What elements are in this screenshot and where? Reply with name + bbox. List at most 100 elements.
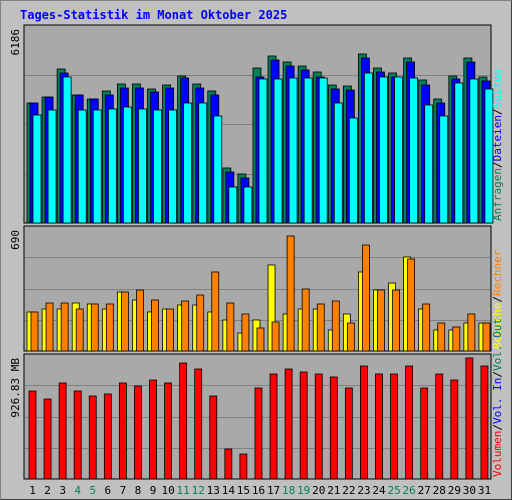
bar-seiten-day-20 bbox=[318, 77, 328, 224]
x-tick-label-day-31: 31 bbox=[478, 484, 491, 497]
bar-rechner-day-29 bbox=[452, 326, 461, 352]
bar-volumen-day-14 bbox=[224, 448, 233, 480]
bar-volumen-day-9 bbox=[149, 379, 157, 480]
bar-rechner-day-12 bbox=[196, 294, 205, 352]
bar-seiten-day-29 bbox=[454, 82, 464, 224]
x-tick-label-day-11: 11 bbox=[177, 484, 190, 497]
x-tick-label-day-15: 15 bbox=[237, 484, 250, 497]
x-tick-label-day-4: 4 bbox=[74, 484, 81, 497]
bar-rechner-day-13 bbox=[211, 271, 220, 352]
x-tick-label-day-29: 29 bbox=[448, 484, 461, 497]
x-tick-label-day-24: 24 bbox=[372, 484, 386, 497]
x-tick-label-day-28: 28 bbox=[433, 484, 446, 497]
bar-seiten-day-28 bbox=[439, 115, 449, 224]
bar-volumen-day-23 bbox=[360, 365, 368, 480]
x-tick-label-day-14: 14 bbox=[222, 484, 236, 497]
bar-rechner-day-3 bbox=[60, 302, 69, 352]
x-tick-label-day-23: 23 bbox=[357, 484, 370, 497]
bar-seiten-day-30 bbox=[469, 78, 479, 224]
bar-volumen-day-17 bbox=[269, 373, 278, 480]
bar-rechner-day-2 bbox=[45, 302, 54, 352]
bar-seiten-day-2 bbox=[47, 109, 57, 224]
bar-rechner-day-31 bbox=[482, 322, 491, 352]
legend-entry: Besuche bbox=[491, 303, 504, 349]
legend-text: Besuche/Rechner bbox=[491, 249, 504, 349]
bar-volumen-day-8 bbox=[134, 385, 142, 480]
bar-seiten-day-5 bbox=[92, 109, 102, 224]
bar-rechner-day-6 bbox=[105, 303, 114, 352]
bar-volumen-day-7 bbox=[118, 382, 127, 480]
bar-seiten-day-10 bbox=[168, 109, 177, 224]
legend-entry: Seiten bbox=[491, 69, 504, 109]
x-tick-label-day-9: 9 bbox=[150, 484, 157, 497]
bar-rechner-day-8 bbox=[136, 289, 144, 352]
x-tick-label-day-1: 1 bbox=[29, 484, 36, 497]
bar-volumen-day-24 bbox=[375, 373, 383, 480]
bar-volumen-day-26 bbox=[405, 365, 414, 480]
bar-rechner-day-20 bbox=[316, 303, 325, 352]
bar-volumen-day-20 bbox=[314, 373, 323, 480]
bar-rechner-day-27 bbox=[422, 303, 431, 352]
bar-seiten-day-7 bbox=[122, 106, 132, 224]
bar-seiten-day-31 bbox=[484, 88, 494, 224]
bar-seiten-day-14 bbox=[228, 186, 238, 224]
legend-entry: / bbox=[491, 424, 504, 431]
bar-seiten-day-4 bbox=[77, 109, 87, 224]
bar-volumen-day-3 bbox=[58, 382, 67, 480]
bar-volumen-day-4 bbox=[73, 390, 82, 480]
bar-seiten-day-9 bbox=[153, 109, 162, 224]
bar-volumen-day-10 bbox=[164, 382, 172, 480]
legend-entry: Anfragen bbox=[491, 168, 504, 221]
bar-seiten-day-26 bbox=[409, 77, 419, 224]
bar-volumen-day-31 bbox=[480, 365, 489, 480]
bar-rechner-day-15 bbox=[241, 313, 250, 352]
bar-rechner-day-9 bbox=[151, 299, 159, 352]
bar-rechner-day-5 bbox=[90, 303, 99, 352]
bar-volumen-day-25 bbox=[390, 373, 398, 480]
y-axis-max-label: 690 bbox=[9, 230, 22, 250]
bar-volumen-day-13 bbox=[209, 395, 218, 480]
x-tick-label-day-13: 13 bbox=[207, 484, 220, 497]
legend-entry: / bbox=[491, 296, 504, 303]
page-title: Tages-Statistik im Monat Oktober 2025 bbox=[20, 8, 288, 22]
x-tick-label-day-30: 30 bbox=[463, 484, 476, 497]
bar-volumen-day-28 bbox=[435, 373, 444, 480]
bar-seiten-day-24 bbox=[379, 76, 388, 224]
x-tick-label-day-26: 26 bbox=[403, 484, 416, 497]
bar-seiten-day-11 bbox=[183, 102, 193, 224]
bar-rechner-day-25 bbox=[392, 289, 400, 352]
x-tick-label-day-3: 3 bbox=[59, 484, 66, 497]
bar-rechner-day-19 bbox=[301, 288, 310, 352]
bar-volumen-day-18 bbox=[284, 368, 293, 480]
bar-volumen-day-30 bbox=[465, 357, 474, 480]
bar-volumen-day-29 bbox=[450, 379, 459, 480]
bar-rechner-day-22 bbox=[346, 322, 355, 352]
x-tick-label-day-7: 7 bbox=[120, 484, 127, 497]
bar-rechner-day-1 bbox=[30, 311, 39, 352]
y-axis-max-label: 6186 bbox=[9, 29, 22, 56]
x-tick-label-day-25: 25 bbox=[387, 484, 400, 497]
bar-volumen-day-22 bbox=[344, 387, 353, 480]
legend-entry: Vol. Out bbox=[491, 318, 504, 371]
bar-rechner-day-10 bbox=[166, 308, 174, 352]
bar-seiten-day-3 bbox=[62, 76, 72, 224]
legend-panel-3: Volumen/Vol. In/Vol. Out bbox=[491, 318, 504, 477]
bar-volumen-day-15 bbox=[239, 453, 248, 480]
bar-volumen-day-27 bbox=[420, 387, 429, 480]
x-tick-label-day-2: 2 bbox=[44, 484, 51, 497]
bar-rechner-day-17 bbox=[271, 321, 280, 352]
bar-seiten-day-18 bbox=[288, 77, 298, 224]
legend-entry: / bbox=[491, 108, 504, 115]
bar-seiten-day-27 bbox=[424, 104, 434, 224]
legend-panel-2: Besuche/Rechner bbox=[491, 249, 504, 349]
legend-entry: Dateien bbox=[491, 115, 504, 161]
bar-volumen-day-5 bbox=[88, 395, 97, 480]
bar-rechner-day-21 bbox=[331, 300, 340, 352]
x-tick-label-day-8: 8 bbox=[135, 484, 142, 497]
legend-panel-1: Anfragen/Dateien/Seiten bbox=[491, 69, 504, 221]
bar-besuche-day-17 bbox=[267, 264, 276, 352]
y-axis-max-label: 926.83 MB bbox=[9, 358, 22, 418]
bar-seiten-day-25 bbox=[394, 76, 403, 224]
legend-text: Anfragen/Dateien/Seiten bbox=[491, 69, 504, 221]
